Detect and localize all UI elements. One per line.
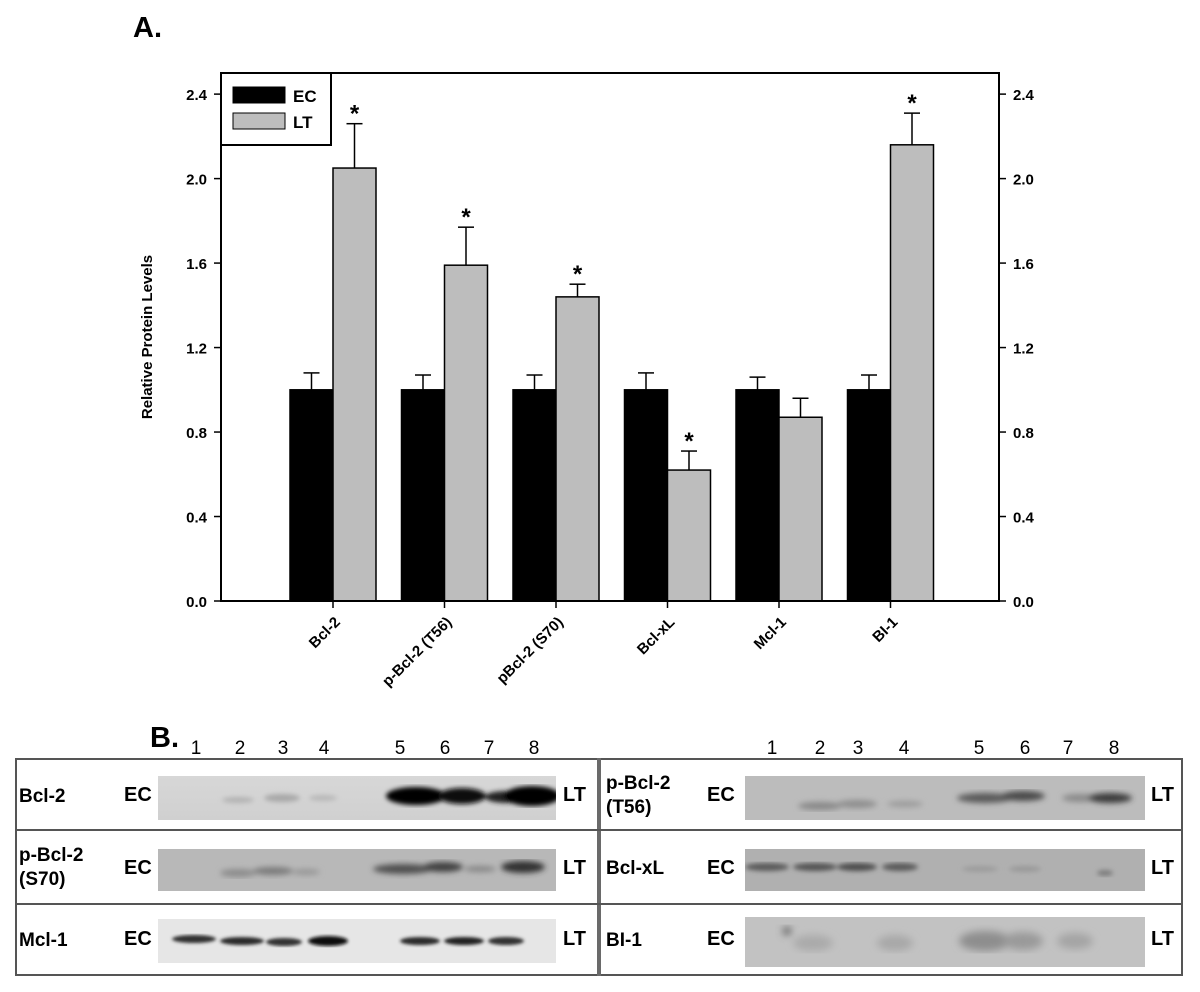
blot-strip-bclxl bbox=[745, 849, 1145, 891]
x-tick-label: BI-1 bbox=[869, 614, 901, 646]
blot-strip-mcl1 bbox=[158, 919, 556, 963]
lane-number: 3 bbox=[852, 738, 864, 759]
y-tick-label-left: 1.2 bbox=[186, 341, 207, 358]
lane-number: 5 bbox=[394, 738, 406, 759]
blot-lt-label: LT bbox=[1151, 784, 1174, 806]
x-tick-label: pBcl-2 (S70) bbox=[493, 614, 566, 687]
lane-number: 4 bbox=[318, 738, 330, 759]
bar-lt bbox=[332, 167, 377, 602]
y-axis-label: Relative Protein Levels bbox=[139, 255, 156, 419]
blot-lt-label: LT bbox=[1151, 928, 1174, 950]
bar-lt bbox=[555, 296, 600, 602]
bar-lt bbox=[443, 264, 489, 602]
lane-number: 8 bbox=[528, 738, 540, 759]
lane-number: 6 bbox=[439, 738, 451, 759]
blot-ec-label: EC bbox=[124, 928, 152, 950]
blot-divider-vertical bbox=[597, 758, 601, 976]
blot-divider-2 bbox=[15, 903, 1183, 905]
blot-divider-1 bbox=[15, 829, 1183, 831]
blot-protein-label: p-Bcl-2 (T56) bbox=[606, 773, 671, 818]
blot-protein-label: Bcl-xL bbox=[606, 858, 665, 879]
panel-a-label: A. bbox=[133, 12, 162, 44]
legend: EC LT bbox=[220, 72, 332, 146]
blot-protein-label: BI-1 bbox=[606, 930, 642, 951]
x-tick-label: Bcl-xL bbox=[634, 614, 678, 658]
blot-ec-label: EC bbox=[124, 857, 152, 879]
bars bbox=[289, 112, 935, 602]
blot-lt-label: LT bbox=[563, 928, 586, 950]
blot-protein-label: Bcl-2 bbox=[19, 786, 66, 807]
lane-number: 2 bbox=[234, 738, 246, 759]
bar-lt bbox=[889, 144, 935, 602]
legend-label-ec: EC bbox=[293, 87, 317, 106]
y-tick-label-left: 0.0 bbox=[186, 594, 207, 611]
y-tick-label-left: 2.0 bbox=[186, 172, 207, 189]
blot-ec-label: EC bbox=[707, 857, 735, 879]
bar-ec bbox=[623, 389, 669, 602]
bar-lt bbox=[666, 469, 712, 602]
blot-strip-bi1 bbox=[745, 917, 1145, 967]
blot-protein-label: p-Bcl-2 (S70) bbox=[19, 845, 84, 890]
significance-marker: * bbox=[907, 90, 917, 117]
y-tick-label-right: 0.8 bbox=[1013, 425, 1034, 442]
lane-number: 8 bbox=[1108, 738, 1120, 759]
legend-frame bbox=[220, 72, 332, 146]
blot-protein-label: Mcl-1 bbox=[19, 930, 68, 951]
bar-ec bbox=[512, 389, 557, 602]
y-tick-label-left: 0.8 bbox=[186, 425, 207, 442]
blot-lt-label: LT bbox=[563, 784, 586, 806]
bar-ec bbox=[400, 389, 446, 602]
y-tick-label-right: 1.6 bbox=[1013, 256, 1034, 273]
axis-ticks bbox=[214, 93, 1006, 608]
lane-number: 4 bbox=[898, 738, 910, 759]
y-tick-label-right: 2.0 bbox=[1013, 172, 1034, 189]
x-tick-label: Bcl-2 bbox=[306, 614, 344, 652]
blot-ec-label: EC bbox=[707, 928, 735, 950]
significance-marker: * bbox=[684, 428, 694, 455]
lane-number: 1 bbox=[766, 738, 778, 759]
bar-lt bbox=[778, 416, 823, 602]
lane-number: 3 bbox=[277, 738, 289, 759]
blot-strip-bcl2 bbox=[158, 776, 560, 820]
bar-chart: 0.0 0.0 0.4 0.4 0.8 0.8 1.2 1.2 1.6 1.6 2.0 2.0 2.4 2… bbox=[139, 72, 1035, 690]
lane-number: 1 bbox=[190, 738, 202, 759]
plot-frame bbox=[220, 72, 1000, 602]
blot-strip-pbcl2-s70 bbox=[158, 849, 556, 891]
y-tick-label-left: 0.4 bbox=[186, 510, 208, 527]
x-tick-label: Mcl-1 bbox=[751, 614, 790, 653]
y-tick-label-right: 0.4 bbox=[1013, 510, 1035, 527]
lane-number: 7 bbox=[1062, 738, 1074, 759]
lane-number: 6 bbox=[1019, 738, 1031, 759]
y-tick-label-right: 2.4 bbox=[1013, 87, 1035, 104]
significance-marker: * bbox=[573, 261, 583, 288]
legend-swatch-lt bbox=[232, 112, 286, 130]
lane-number: 5 bbox=[973, 738, 985, 759]
y-tick-label-right: 1.2 bbox=[1013, 341, 1034, 358]
lane-number: 2 bbox=[814, 738, 826, 759]
x-tick-label: p-Bcl-2 (T56) bbox=[379, 614, 455, 690]
blot-lt-label: LT bbox=[563, 857, 586, 879]
y-tick-label-left: 1.6 bbox=[186, 256, 207, 273]
bar-ec bbox=[289, 389, 334, 602]
y-tick-label-right: 0.0 bbox=[1013, 594, 1034, 611]
bar-ec bbox=[735, 389, 780, 602]
blot-lt-label: LT bbox=[1151, 857, 1174, 879]
lane-number: 7 bbox=[483, 738, 495, 759]
legend-label-lt: LT bbox=[293, 113, 313, 132]
significance-marker: * bbox=[350, 101, 360, 128]
y-tick-label-left: 2.4 bbox=[186, 87, 208, 104]
blot-strip-pbcl2-t56 bbox=[745, 776, 1145, 820]
blot-ec-label: EC bbox=[124, 784, 152, 806]
blot-ec-label: EC bbox=[707, 784, 735, 806]
legend-swatch-ec bbox=[232, 86, 286, 104]
significance-marker: * bbox=[461, 204, 471, 231]
panel-b-label: B. bbox=[150, 722, 179, 754]
bar-ec bbox=[846, 389, 892, 602]
